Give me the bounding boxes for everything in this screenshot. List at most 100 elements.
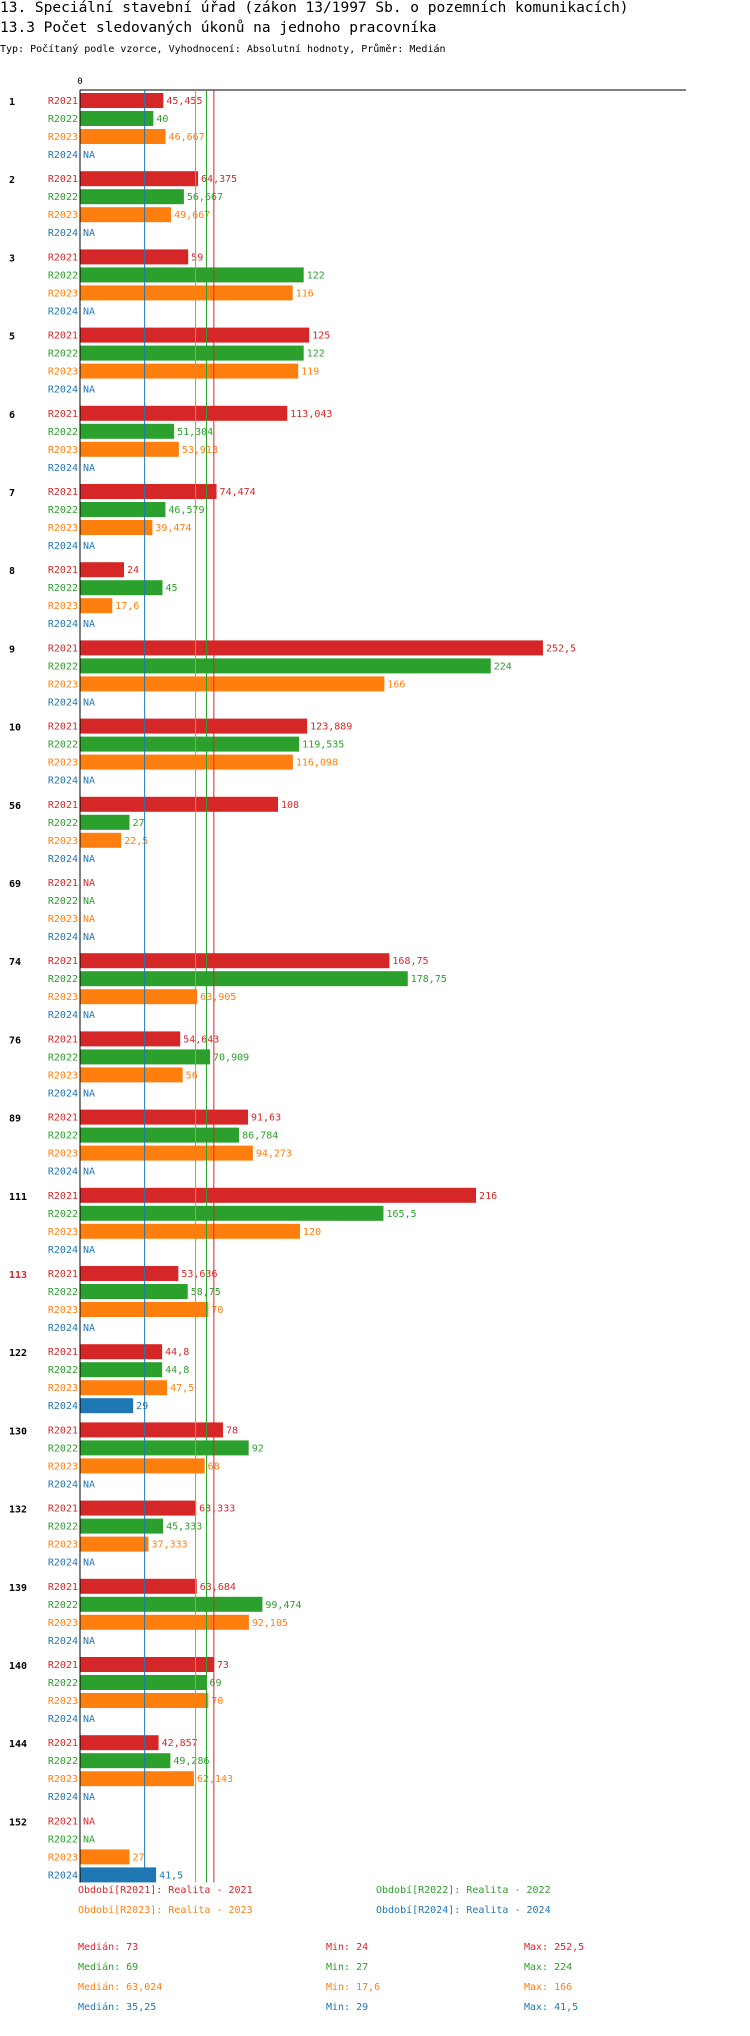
value-label-74-r2023: 63,905 (200, 992, 236, 1003)
group-label-139: 139 (9, 1583, 27, 1594)
group-label-69: 69 (9, 879, 21, 890)
bar-122-r2024 (80, 1398, 134, 1414)
series-label-89-r2022: R2022 (48, 1131, 78, 1142)
series-label-56-r2021: R2021 (48, 800, 78, 811)
bar-89-r2021 (80, 1109, 249, 1125)
series-label-6-r2023: R2023 (48, 445, 78, 456)
value-label-5-r2023: 119 (301, 367, 319, 378)
series-label-111-r2024: R2024 (48, 1245, 78, 1256)
value-label-152-r2021: NA (83, 1816, 95, 1827)
series-label-139-r2022: R2022 (48, 1600, 78, 1611)
value-label-10-r2023: 116,098 (296, 758, 338, 769)
value-label-76-r2024: NA (83, 1088, 95, 1099)
series-label-9-r2023: R2023 (48, 679, 78, 690)
bar-8-r2021 (80, 562, 125, 578)
series-label-140-r2023: R2023 (48, 1696, 78, 1707)
series-label-74-r2024: R2024 (48, 1010, 78, 1021)
value-label-89-r2022: 86,784 (242, 1131, 278, 1142)
series-label-122-r2021: R2021 (48, 1347, 78, 1358)
series-label-130-r2022: R2022 (48, 1443, 78, 1454)
bar-3-r2022 (80, 267, 304, 283)
series-label-139-r2024: R2024 (48, 1636, 78, 1647)
value-label-74-r2021: 168,75 (392, 956, 428, 967)
value-label-111-r2023: 120 (303, 1227, 321, 1238)
value-label-111-r2022: 165,5 (386, 1209, 416, 1220)
bar-56-r2023 (80, 832, 122, 848)
series-label-111-r2021: R2021 (48, 1191, 78, 1202)
value-label-2-r2021: 64,375 (201, 174, 237, 185)
series-label-144-r2024: R2024 (48, 1792, 78, 1803)
group-label-140: 140 (9, 1661, 27, 1672)
stat-max-r2023: Max: 166 (524, 1982, 573, 1993)
bar-132-r2023 (80, 1536, 149, 1552)
bar-139-r2021 (80, 1578, 197, 1594)
value-label-122-r2023: 47,5 (170, 1383, 194, 1394)
bar-130-r2023 (80, 1458, 205, 1474)
stat-min-r2022: Min: 27 (326, 1962, 369, 1973)
value-label-111-r2021: 216 (479, 1191, 497, 1202)
group-label-152: 152 (9, 1817, 27, 1828)
series-label-5-r2024: R2024 (48, 385, 78, 396)
series-label-3-r2022: R2022 (48, 270, 78, 281)
stat-median-r2023: Medián: 63,024 (78, 1982, 163, 1993)
series-label-152-r2023: R2023 (48, 1852, 78, 1863)
value-label-74-r2024: NA (83, 1010, 95, 1021)
series-label-130-r2023: R2023 (48, 1461, 78, 1472)
value-label-111-r2024: NA (83, 1245, 95, 1256)
value-label-69-r2022: NA (83, 896, 95, 907)
value-label-132-r2024: NA (83, 1558, 95, 1569)
legend-r2021: Období[R2021]: Realita - 2021 (78, 1885, 253, 1896)
series-label-139-r2021: R2021 (48, 1582, 78, 1593)
value-label-122-r2022: 44,8 (165, 1365, 189, 1376)
series-label-56-r2022: R2022 (48, 818, 78, 829)
value-label-140-r2022: 69 (210, 1678, 222, 1689)
value-label-140-r2024: NA (83, 1714, 95, 1725)
bar-10-r2022 (80, 736, 300, 752)
group-label-8: 8 (9, 566, 15, 577)
series-label-6-r2022: R2022 (48, 427, 78, 438)
stat-median-r2022: Medián: 69 (78, 1962, 139, 1973)
chart-subtitle: 13.3 Počet sledovaných úkonů na jednoho … (0, 20, 437, 36)
value-label-89-r2021: 91,63 (251, 1113, 281, 1124)
value-label-139-r2022: 99,474 (265, 1600, 301, 1611)
series-label-74-r2023: R2023 (48, 992, 78, 1003)
group-label-144: 144 (9, 1739, 27, 1750)
series-label-69-r2022: R2022 (48, 896, 78, 907)
bar-74-r2023 (80, 989, 198, 1005)
group-label-3: 3 (9, 253, 15, 264)
bar-9-r2021 (80, 640, 543, 656)
value-label-10-r2024: NA (83, 776, 95, 787)
group-label-74: 74 (9, 957, 21, 968)
series-label-89-r2021: R2021 (48, 1113, 78, 1124)
series-label-130-r2021: R2021 (48, 1425, 78, 1436)
value-label-76-r2021: 54,643 (183, 1034, 219, 1045)
legend-r2022: Období[R2022]: Realita - 2022 (376, 1885, 551, 1896)
bar-5-r2023 (80, 363, 299, 379)
bar-152-r2023 (80, 1849, 130, 1865)
series-label-130-r2024: R2024 (48, 1479, 78, 1490)
bar-74-r2021 (80, 953, 390, 969)
series-label-69-r2023: R2023 (48, 914, 78, 925)
legend-r2024: Období[R2024]: Realita - 2024 (376, 1905, 551, 1916)
value-label-2-r2022: 56,667 (187, 192, 223, 203)
bar-9-r2023 (80, 676, 385, 692)
bar-74-r2022 (80, 971, 408, 987)
series-label-8-r2023: R2023 (48, 601, 78, 612)
value-label-10-r2022: 119,535 (302, 740, 344, 751)
value-label-9-r2021: 252,5 (546, 643, 576, 654)
value-label-132-r2023: 37,333 (151, 1540, 187, 1551)
bar-144-r2023 (80, 1771, 194, 1787)
value-label-5-r2024: NA (83, 385, 95, 396)
bar-144-r2021 (80, 1735, 159, 1751)
value-label-6-r2024: NA (83, 463, 95, 474)
bar-89-r2023 (80, 1145, 253, 1161)
series-label-113-r2024: R2024 (48, 1323, 78, 1334)
series-label-144-r2023: R2023 (48, 1774, 78, 1785)
stat-median-r2024: Medián: 35,25 (78, 2002, 157, 2013)
group-label-2: 2 (9, 175, 15, 186)
bar-5-r2022 (80, 345, 304, 361)
series-label-144-r2022: R2022 (48, 1756, 78, 1767)
group-label-130: 130 (9, 1426, 27, 1437)
legend-r2023: Období[R2023]: Realita - 2023 (78, 1905, 253, 1916)
value-label-130-r2024: NA (83, 1479, 95, 1490)
